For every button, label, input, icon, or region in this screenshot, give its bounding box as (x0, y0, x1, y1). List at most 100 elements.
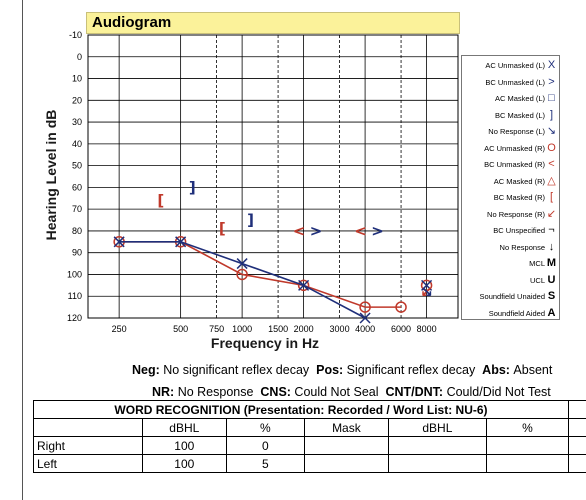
legend-symbol-icon: ↓ (548, 240, 555, 253)
y-tick-label: 100 (67, 269, 82, 279)
symbol-text: > (371, 222, 384, 240)
circle-marker (420, 279, 433, 292)
legend-item: BC Masked (R) [ (462, 189, 559, 205)
legend-symbol-icon: U (547, 273, 556, 286)
row-label-cell: Right (33, 436, 143, 455)
x-tick-labels: 250 500 750 1000 1500 2000 3000 4000 6000 8000 (112, 324, 437, 334)
legend-item: BC Unmasked (R) < (462, 156, 559, 172)
legend-symbol-icon: □ (548, 92, 555, 104)
note-key: Neg: (132, 363, 160, 377)
x-tick-label: 3000 (330, 324, 350, 334)
legend-item: Soundfield Aided A (462, 305, 559, 321)
legend-item: No Response (R) ↙ (462, 206, 559, 222)
header-cell: Mask (304, 418, 389, 437)
chart-grid (87, 34, 459, 319)
y-tick-label: 40 (72, 139, 82, 149)
marker-symbol (421, 279, 433, 291)
circle-marker (395, 301, 407, 313)
marker-symbol (420, 279, 433, 292)
x-marker-stroke (298, 279, 310, 291)
y-tick-label: 50 (72, 161, 82, 171)
symbol-text: ↙ (420, 283, 433, 301)
header-cell: dBHL (141, 418, 227, 437)
x-marker-stroke (359, 312, 371, 324)
chart-title: Audiogram (92, 14, 172, 31)
note-key: Pos: (316, 363, 344, 377)
table-cell (567, 454, 586, 473)
table-row: Left 100 5 (33, 454, 586, 473)
legend-label: No Response (L) (488, 127, 545, 136)
table-cell: 100 (141, 436, 227, 455)
marker-symbol: ] (247, 211, 254, 229)
word-recognition-title: WORD RECOGNITION (Presentation: Recorded… (33, 400, 569, 419)
legend-label: BC Unspecified (493, 226, 545, 235)
chart-series (113, 236, 407, 324)
circle-marker (359, 301, 371, 313)
legend-item: AC Unmasked (L) X (462, 57, 559, 73)
data-point (113, 236, 125, 248)
table-cell (304, 454, 389, 473)
legend-symbol-icon: S (547, 290, 556, 302)
legend-symbol-icon: ¬ (548, 224, 555, 236)
marker-symbol: ↙ (420, 283, 433, 301)
y-tick-label: 0 (77, 52, 82, 62)
y-tick-label: 60 (72, 182, 82, 192)
row-label-cell: Left (33, 454, 143, 473)
y-tick-label: 110 (68, 291, 82, 301)
legend-symbol-icon: < (548, 158, 555, 170)
reflex-legend-line: Neg: No significant reflex decay Pos: Si… (132, 363, 552, 377)
header-cell: % (486, 418, 569, 437)
data-point (359, 312, 371, 324)
legend-item: BC Unmasked (L) > (462, 74, 559, 90)
data-point (359, 301, 371, 313)
symbol-text: < (354, 222, 367, 240)
marker-symbol: [ (219, 220, 226, 238)
x-tick-label: 8000 (417, 324, 437, 334)
legend-label: BC Unmasked (R) (484, 160, 545, 169)
legend: AC Unmasked (L) X BC Unmasked (L) > AC Maske… (461, 55, 560, 320)
note-text: Could Not Seal (290, 385, 386, 399)
x-tick-label: 500 (173, 324, 188, 334)
legend-item: Soundfield Unaided S (462, 288, 559, 304)
x-axis-label: Frequency in Hz (211, 335, 319, 351)
title-overflow-cell (568, 400, 586, 419)
plot-frame (87, 34, 459, 319)
table-row: Right 100 0 (33, 436, 586, 455)
note-key: NR: (152, 385, 175, 399)
legend-label: No Response (R) (487, 209, 545, 219)
page-left-border (22, 0, 23, 500)
symbol-text: ] (189, 178, 196, 196)
y-axis-label: Hearing Level in dB (43, 110, 59, 241)
legend-item: UCL U (462, 272, 559, 288)
symbol-text: [ (219, 220, 226, 238)
table-cell: 5 (225, 454, 306, 473)
legend-item: MCL M (462, 255, 559, 271)
x-tick-label: 6000 (391, 324, 411, 334)
y-tick-label: 10 (72, 74, 82, 84)
header-cell (33, 418, 143, 437)
y-tick-label: 30 (72, 117, 82, 127)
marker-symbol: > (371, 222, 384, 240)
table-cell (486, 436, 569, 455)
legend-label: BC Masked (L) (494, 110, 545, 120)
legend-item: BC Masked (L)] (462, 107, 559, 123)
x-marker-stroke (236, 258, 248, 270)
data-point (236, 258, 248, 270)
x-marker-stroke (421, 279, 433, 291)
note-text: No significant reflex decay (159, 363, 317, 377)
legend-label: BC Unmasked (L) (485, 77, 545, 87)
chart-markers: [][]< > < >↙↘ (157, 178, 432, 300)
legend-symbol-icon: ] (549, 108, 554, 121)
header-cell: M (567, 418, 586, 437)
x-tick-label: 2000 (294, 324, 314, 334)
legend-symbol-icon: M (546, 257, 557, 269)
legend-item: No Response ↓ (462, 239, 559, 255)
legend-item: No Response (L) ↘ (462, 123, 559, 139)
marker-symbol: [ (157, 191, 164, 209)
word-recognition-table: WORD RECOGNITION (Presentation: Recorded… (33, 400, 586, 473)
legend-symbol-icon: [ (549, 191, 554, 203)
symbol-text: < (293, 222, 306, 240)
marker-symbol: > (310, 222, 323, 240)
legend-label: Soundfield Unaided (479, 292, 545, 301)
y-tick-label: 20 (72, 95, 82, 105)
